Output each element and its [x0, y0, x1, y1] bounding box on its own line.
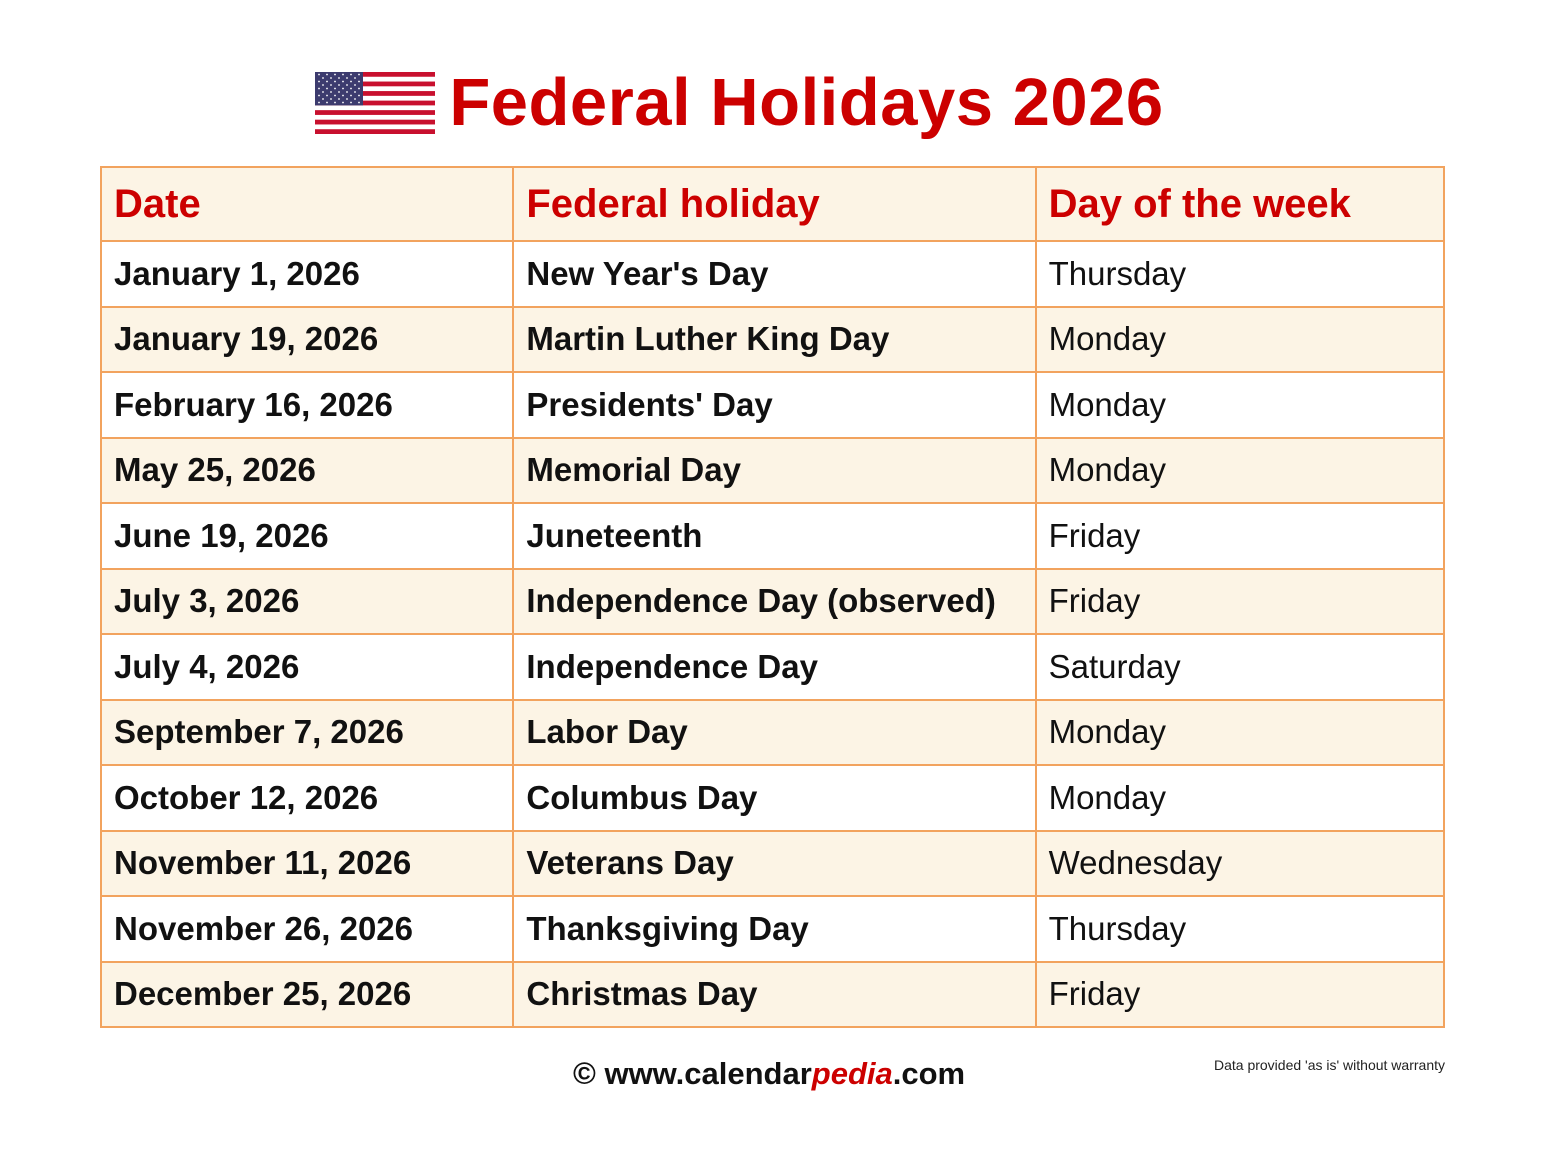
cell-holiday: Columbus Day [512, 764, 1037, 832]
table-row: November 11, 2026 Veterans Day Wednesday [99, 829, 1446, 897]
table-row: May 25, 2026 Memorial Day Monday [99, 436, 1446, 504]
header-holiday: Federal holiday [512, 166, 1037, 242]
cell-date: July 4, 2026 [99, 633, 515, 701]
table-row: February 16, 2026 Presidents' Day Monday [99, 371, 1446, 439]
cell-holiday: Christmas Day [512, 960, 1037, 1028]
cell-day: Monday [1034, 371, 1446, 439]
cell-holiday: Martin Luther King Day [512, 305, 1037, 373]
table-row: December 25, 2026 Christmas Day Friday [99, 960, 1446, 1028]
page-title: Federal Holidays 2026 [449, 65, 1164, 140]
cell-holiday: Labor Day [512, 698, 1037, 766]
credit-brand: pedia [811, 1056, 893, 1091]
holiday-table: Date Federal holiday Day of the week Jan… [99, 166, 1446, 1028]
table-row: September 7, 2026 Labor Day Monday [99, 698, 1446, 766]
site-credit: © www.calendarpedia.com [573, 1056, 965, 1092]
cell-day: Monday [1034, 764, 1446, 832]
table-row: July 3, 2026 Independence Day (observed) F… [99, 567, 1446, 635]
header-day: Day of the week [1034, 166, 1446, 242]
cell-day: Friday [1034, 960, 1446, 1028]
table-row: June 19, 2026 Juneteenth Friday [99, 502, 1446, 570]
cell-date: July 3, 2026 [99, 567, 515, 635]
cell-date: September 7, 2026 [99, 698, 515, 766]
table-row: January 1, 2026 New Year's Day Thursday [99, 240, 1446, 308]
header-date: Date [99, 166, 515, 242]
cell-day: Friday [1034, 502, 1446, 570]
title-bar: Federal Holidays 2026 [0, 64, 1545, 141]
cell-day: Friday [1034, 567, 1446, 635]
cell-date: October 12, 2026 [99, 764, 515, 832]
cell-day: Saturday [1034, 633, 1446, 701]
credit-prefix: © www.calendar [573, 1056, 812, 1091]
cell-holiday: New Year's Day [512, 240, 1037, 308]
us-flag-icon [315, 71, 436, 134]
cell-holiday: Memorial Day [512, 436, 1037, 504]
cell-date: November 26, 2026 [99, 895, 515, 963]
table-row: October 12, 2026 Columbus Day Monday [99, 764, 1446, 832]
table-row: January 19, 2026 Martin Luther King Day Mo… [99, 305, 1446, 373]
cell-date: December 25, 2026 [99, 960, 515, 1028]
disclaimer: Data provided 'as is' without warranty [1213, 1057, 1445, 1073]
cell-holiday: Independence Day [512, 633, 1037, 701]
cell-date: June 19, 2026 [99, 502, 515, 570]
cell-holiday: Presidents' Day [512, 371, 1037, 439]
cell-day: Thursday [1034, 240, 1446, 308]
cell-day: Wednesday [1034, 829, 1446, 897]
cell-day: Monday [1034, 436, 1446, 504]
cell-day: Monday [1034, 305, 1446, 373]
cell-date: February 16, 2026 [99, 371, 515, 439]
cell-day: Monday [1034, 698, 1446, 766]
table-row: July 4, 2026 Independence Day Saturday [99, 633, 1446, 701]
cell-date: January 1, 2026 [99, 240, 515, 308]
table-header-row: Date Federal holiday Day of the week [99, 166, 1446, 242]
credit-suffix: .com [892, 1056, 966, 1091]
cell-day: Thursday [1034, 895, 1446, 963]
cell-holiday: Thanksgiving Day [512, 895, 1037, 963]
cell-date: November 11, 2026 [99, 829, 515, 897]
cell-holiday: Independence Day (observed) [512, 567, 1037, 635]
cell-date: January 19, 2026 [99, 305, 515, 373]
cell-holiday: Veterans Day [512, 829, 1037, 897]
cell-holiday: Juneteenth [512, 502, 1037, 570]
table-row: November 26, 2026 Thanksgiving Day Thursda… [99, 895, 1446, 963]
cell-date: May 25, 2026 [99, 436, 515, 504]
